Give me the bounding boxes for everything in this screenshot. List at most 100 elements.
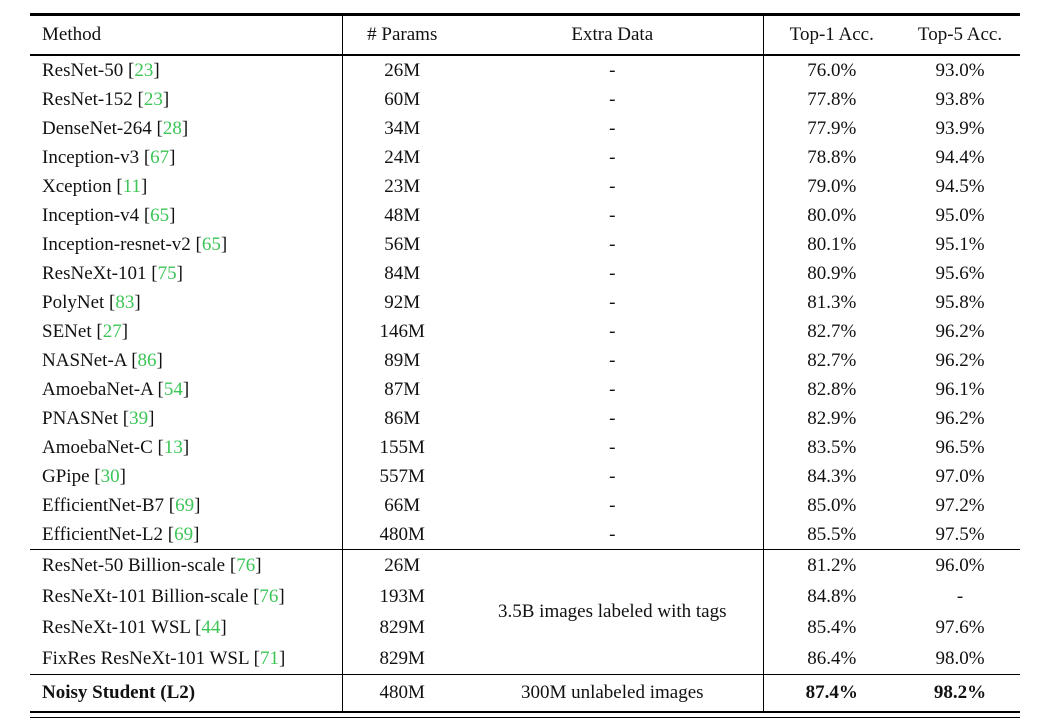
extra-data-cell: - (462, 462, 764, 491)
params-cell: 557M (379, 465, 425, 487)
section-extra-data-models: ResNet-50 Billion-scale [76] 26M 3.5B imag… (30, 549, 1020, 675)
top5-acc-cell: 93.9% (935, 117, 985, 139)
params-cell: 84M (384, 262, 421, 284)
method-cell: DenseNet-264 [28] (30, 114, 343, 143)
col-header-params: # Params (342, 14, 462, 56)
citation-link[interactable]: 23 (143, 88, 163, 110)
extra-data-cell: - (462, 433, 764, 462)
extra-data-cell: - (462, 85, 764, 114)
params-cell: 23M (384, 175, 421, 197)
method-cell: ResNet-50 [23] (30, 55, 343, 85)
col-header-top5-acc: Top-5 Acc. (900, 14, 1020, 56)
citation-link[interactable]: 65 (150, 204, 170, 226)
citation-link[interactable]: 86 (137, 349, 157, 371)
table-row: PNASNet [39] 86M - 82.9% 96.2% (30, 404, 1020, 433)
top5-acc-cell: 96.0% (935, 554, 985, 576)
top5-acc-cell: 97.5% (935, 523, 985, 545)
top5-acc-cell: 96.1% (935, 378, 985, 400)
citation-link[interactable]: 13 (163, 436, 183, 458)
citation-link[interactable]: 67 (150, 146, 170, 168)
top5-acc-cell: 97.2% (935, 494, 985, 516)
citation-link[interactable]: 69 (174, 523, 194, 545)
citation-link[interactable]: 23 (134, 59, 154, 81)
citation-link[interactable]: 28 (162, 117, 182, 139)
top5-acc-cell: 96.5% (935, 436, 985, 458)
table-row: NASNet-A [86] 89M - 82.7% 96.2% (30, 346, 1020, 375)
table-header: Method # Params Extra Data Top-1 Acc. To… (30, 14, 1020, 56)
params-cell: 66M (384, 494, 421, 516)
method-cell: PolyNet [83] (30, 288, 343, 317)
top5-acc-cell: 95.0% (935, 204, 985, 226)
table-row: DenseNet-264 [28] 34M - 77.9% 93.9% (30, 114, 1020, 143)
top1-acc-cell: 80.9% (807, 262, 857, 284)
extra-data-cell: - (462, 201, 764, 230)
citation-link[interactable]: 27 (102, 320, 122, 342)
params-cell: 92M (384, 291, 421, 313)
col-header-extra-data: Extra Data (462, 14, 764, 56)
top1-acc-cell: 85.0% (807, 494, 857, 516)
extra-data-cell: - (462, 230, 764, 259)
top1-acc-cell: 80.0% (807, 204, 857, 226)
params-cell: 155M (379, 436, 425, 458)
extra-data-cell: - (462, 55, 764, 85)
citation-link[interactable]: 65 (201, 233, 221, 255)
method-cell: Inception-v3 [67] (30, 143, 343, 172)
params-cell: 48M (384, 204, 421, 226)
table-row: ResNet-152 [23] 60M - 77.8% 93.8% (30, 85, 1020, 114)
col-header-top1-acc: Top-1 Acc. (763, 14, 900, 56)
extra-data-cell: - (462, 114, 764, 143)
table-row: ResNeXt-101 WSL [44] 829M 85.4% 97.6% (30, 612, 1020, 643)
params-cell: 480M (379, 523, 425, 545)
citation-link[interactable]: 39 (129, 407, 149, 429)
citation-link[interactable]: 76 (259, 585, 279, 607)
top1-acc-cell: 85.4% (807, 616, 857, 638)
method-cell: FixRes ResNeXt-101 WSL [71] (30, 643, 343, 675)
top5-acc-cell: 96.2% (935, 320, 985, 342)
top1-acc-cell: 76.0% (807, 59, 857, 81)
params-cell: 86M (384, 407, 421, 429)
top5-acc-cell: 93.8% (935, 88, 985, 110)
results-table-wrap: Method # Params Extra Data Top-1 Acc. To… (30, 13, 1020, 718)
top1-acc-cell: 77.8% (807, 88, 857, 110)
top1-acc-cell: 83.5% (807, 436, 857, 458)
table-row: Inception-resnet-v2 [65] 56M - 80.1% 95.1% (30, 230, 1020, 259)
method-cell: EfficientNet-B7 [69] (30, 491, 343, 520)
params-cell: 60M (384, 88, 421, 110)
method-cell: ResNeXt-101 Billion-scale [76] (30, 581, 343, 612)
top1-acc-cell: 81.2% (807, 554, 857, 576)
params-cell: 56M (384, 233, 421, 255)
citation-link[interactable]: 54 (163, 378, 183, 400)
top5-acc-cell: 97.0% (935, 465, 985, 487)
citation-link[interactable]: 71 (259, 647, 279, 669)
citation-link[interactable]: 11 (122, 175, 142, 197)
params-cell: 26M (384, 554, 421, 576)
col-header-method: Method (30, 14, 343, 56)
top1-acc-cell: 82.8% (807, 378, 857, 400)
params-cell: 146M (379, 320, 425, 342)
citation-link[interactable]: 30 (100, 465, 120, 487)
method-cell: Xception [11] (30, 172, 343, 201)
top1-acc-cell: 77.9% (807, 117, 857, 139)
method-cell: GPipe [30] (30, 462, 343, 491)
params-cell: 829M (379, 616, 425, 638)
extra-data-cell: - (462, 317, 764, 346)
top1-acc-cell: 80.1% (807, 233, 857, 255)
method-cell: PNASNet [39] (30, 404, 343, 433)
top5-acc-cell: 96.2% (935, 407, 985, 429)
imagenet-results-table: Method # Params Extra Data Top-1 Acc. To… (30, 13, 1020, 713)
citation-link[interactable]: 83 (115, 291, 135, 313)
top5-acc-cell: 95.8% (935, 291, 985, 313)
citation-link[interactable]: 69 (175, 494, 195, 516)
citation-link[interactable]: 44 (201, 616, 221, 638)
params-cell: 829M (379, 647, 425, 669)
citation-link[interactable]: 75 (157, 262, 177, 284)
method-cell: Noisy Student (L2) (30, 674, 343, 712)
extra-data-cell: - (462, 143, 764, 172)
top1-acc-cell: 82.7% (807, 349, 857, 371)
top1-acc-cell: 82.9% (807, 407, 857, 429)
citation-link[interactable]: 76 (236, 554, 256, 576)
method-cell: Inception-resnet-v2 [65] (30, 230, 343, 259)
params-cell: 87M (384, 378, 421, 400)
extra-data-cell: - (462, 491, 764, 520)
bottom-rule (30, 716, 1020, 718)
